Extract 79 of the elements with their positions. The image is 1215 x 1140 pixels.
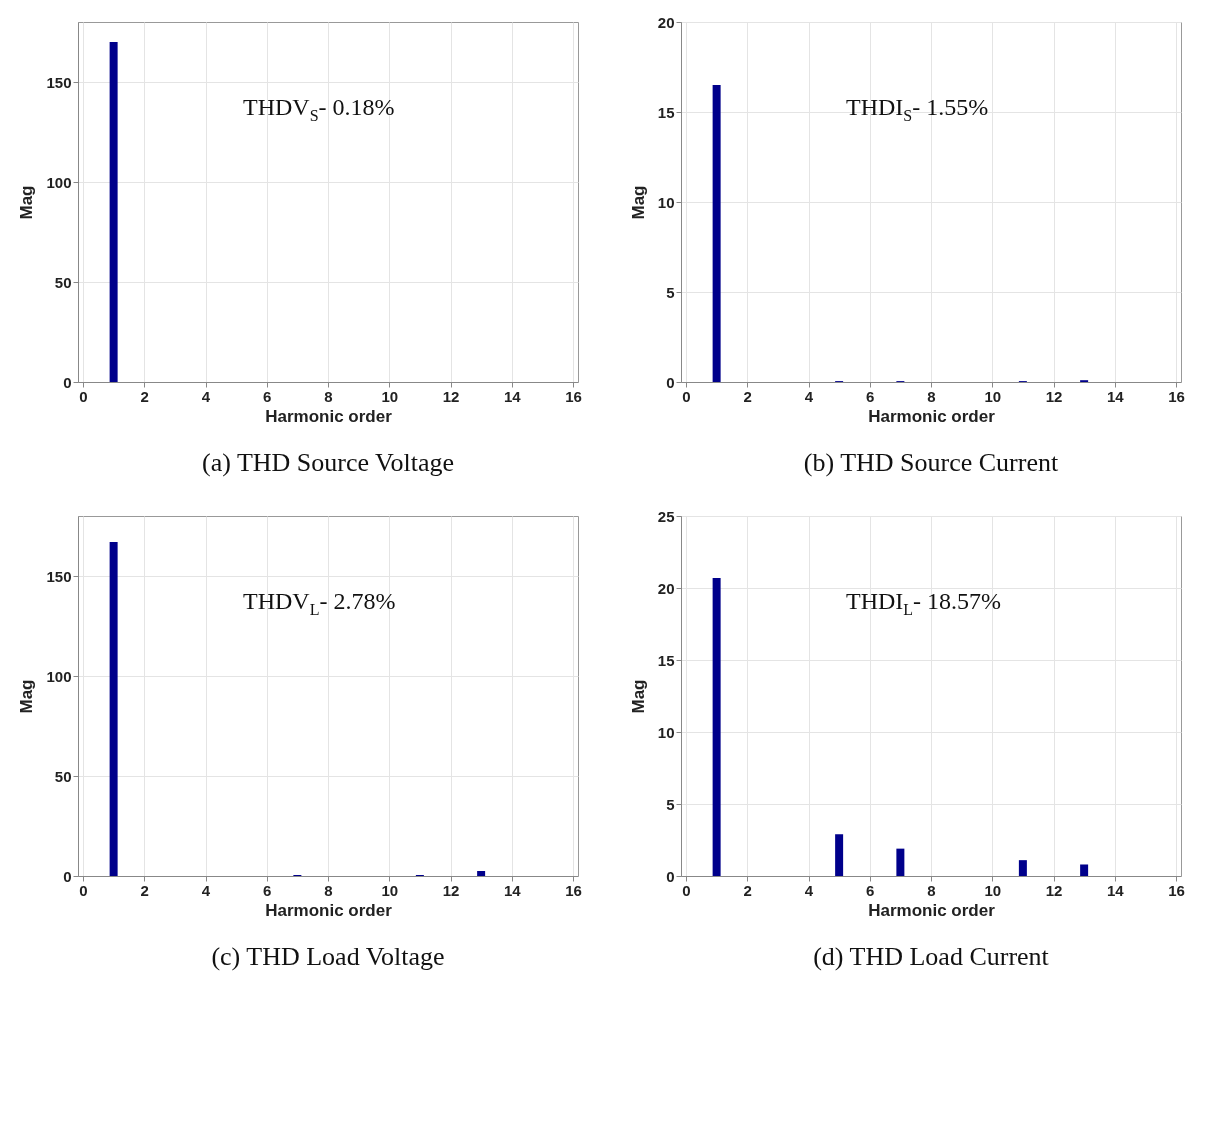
y-tick-label: 25 <box>657 507 675 525</box>
y-tick-label: 15 <box>657 103 675 121</box>
x-tick-label: 0 <box>79 387 88 405</box>
bar <box>477 871 486 876</box>
x-tick-label: 10 <box>381 387 399 405</box>
y-tick-label: 50 <box>54 273 72 291</box>
y-tick-label: 100 <box>46 667 72 685</box>
y-tick-label: 100 <box>46 173 72 191</box>
x-tick-label: 2 <box>140 387 149 405</box>
y-tick-label: 150 <box>46 567 72 585</box>
text: (d) THD Load Current <box>813 942 1050 971</box>
x-tick-label: 10 <box>381 881 399 899</box>
x-tick-label: 14 <box>503 387 522 405</box>
bar <box>1018 860 1027 876</box>
y-tick-label: 15 <box>657 651 675 669</box>
y-tick-label: 20 <box>657 579 675 597</box>
x-tick-label: 4 <box>201 881 211 899</box>
y-tick-label: 0 <box>63 373 72 391</box>
text: (b) THD Source Current <box>803 448 1059 477</box>
x-tick-label: 16 <box>1168 881 1185 899</box>
x-tick-label: 2 <box>140 881 149 899</box>
bar <box>1080 864 1089 876</box>
x-tick-label: 12 <box>1045 881 1063 899</box>
x-axis-title: Harmonic order <box>265 406 393 426</box>
y-tick-label: 150 <box>46 73 72 91</box>
y-tick-label: 20 <box>657 13 675 31</box>
x-tick-label: 8 <box>927 881 936 899</box>
x-tick-label: 12 <box>442 881 460 899</box>
x-axis-title: Harmonic order <box>868 406 996 426</box>
x-tick-label: 8 <box>927 387 936 405</box>
y-tick-label: 10 <box>657 193 675 211</box>
y-tick-label: 50 <box>54 767 72 785</box>
x-tick-label: 16 <box>565 881 582 899</box>
annotation: THDV$_{S}$- 0.18% <box>243 94 395 125</box>
bar <box>896 848 905 876</box>
bar <box>712 577 721 876</box>
x-axis-title: Harmonic order <box>868 900 996 920</box>
x-tick-label: 0 <box>682 881 691 899</box>
annotation: THDI$_{L}$- 18.57% <box>846 588 1002 619</box>
x-tick-label: 2 <box>743 881 752 899</box>
x-tick-label: 16 <box>1168 387 1185 405</box>
x-axis-title: Harmonic order <box>265 900 393 920</box>
x-tick-label: 4 <box>804 387 814 405</box>
bar <box>109 542 118 876</box>
y-axis-title: Mag <box>628 679 648 714</box>
x-tick-label: 6 <box>263 881 272 899</box>
x-tick-label: 10 <box>984 881 1002 899</box>
y-tick-label: 5 <box>666 795 675 813</box>
x-tick-label: 14 <box>1106 881 1125 899</box>
y-tick-label: 0 <box>666 867 675 885</box>
x-tick-label: 12 <box>442 387 460 405</box>
text: (a) THD Source Voltage <box>201 448 455 477</box>
x-tick-label: 14 <box>1106 387 1125 405</box>
annotation: THDV$_{L}$- 2.78% <box>243 588 396 619</box>
y-axis-title: Mag <box>628 185 648 220</box>
x-tick-label: 0 <box>79 881 88 899</box>
x-tick-label: 8 <box>324 881 333 899</box>
x-tick-label: 8 <box>324 387 333 405</box>
y-tick-label: 10 <box>657 723 675 741</box>
y-axis-title: Mag <box>17 679 37 714</box>
text: (c) THD Load Voltage <box>211 942 445 971</box>
y-tick-label: 0 <box>63 867 72 885</box>
y-tick-label: 5 <box>666 283 675 301</box>
x-tick-label: 12 <box>1045 387 1063 405</box>
x-tick-label: 0 <box>682 387 691 405</box>
y-tick-label: 0 <box>666 373 675 391</box>
x-tick-label: 6 <box>866 387 875 405</box>
bar <box>712 85 721 382</box>
annotation: THDI$_{S}$- 1.55% <box>846 94 989 125</box>
x-tick-label: 6 <box>866 881 875 899</box>
x-tick-label: 4 <box>804 881 814 899</box>
x-tick-label: 14 <box>503 881 522 899</box>
x-tick-label: 2 <box>743 387 752 405</box>
x-tick-label: 6 <box>263 387 272 405</box>
bar <box>835 834 844 876</box>
y-axis-title: Mag <box>17 185 37 220</box>
x-tick-label: 16 <box>565 387 582 405</box>
x-tick-label: 10 <box>984 387 1002 405</box>
x-tick-label: 4 <box>201 387 211 405</box>
